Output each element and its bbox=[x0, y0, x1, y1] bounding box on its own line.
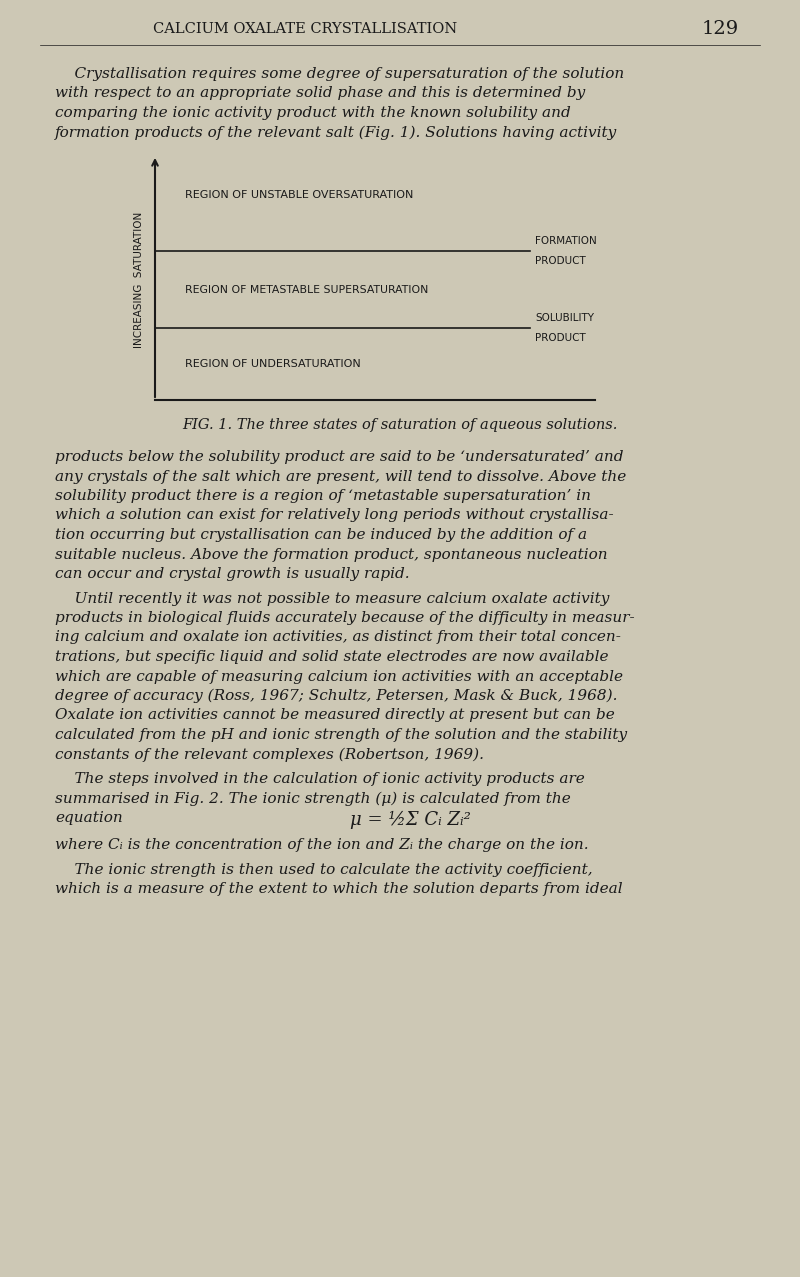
Text: which is a measure of the extent to which the solution departs from ideal: which is a measure of the extent to whic… bbox=[55, 882, 622, 896]
Text: PRODUCT: PRODUCT bbox=[535, 333, 586, 344]
Text: calculated from the pH and ionic strength of the solution and the stability: calculated from the pH and ionic strengt… bbox=[55, 728, 627, 742]
Text: formation products of the relevant salt (Fig. 1). Solutions having activity: formation products of the relevant salt … bbox=[55, 125, 618, 140]
Text: products below the solubility product are said to be ‘undersaturated’ and: products below the solubility product ar… bbox=[55, 450, 623, 464]
Text: with respect to an appropriate solid phase and this is determined by: with respect to an appropriate solid pha… bbox=[55, 87, 586, 101]
Text: REGION OF UNSTABLE OVERSATURATION: REGION OF UNSTABLE OVERSATURATION bbox=[185, 190, 414, 200]
Text: FORMATION: FORMATION bbox=[535, 236, 597, 246]
Text: any crystals of the salt which are present, will tend to dissolve. Above the: any crystals of the salt which are prese… bbox=[55, 470, 626, 484]
Text: Crystallisation requires some degree of supersaturation of the solution: Crystallisation requires some degree of … bbox=[55, 66, 624, 80]
Text: μ = ½Σ Cᵢ Zᵢ²: μ = ½Σ Cᵢ Zᵢ² bbox=[350, 811, 470, 829]
Text: The ionic strength is then used to calculate the activity coefficient,: The ionic strength is then used to calcu… bbox=[55, 863, 593, 877]
Text: Until recently it was not possible to measure calcium oxalate activity: Until recently it was not possible to me… bbox=[55, 591, 610, 605]
Text: trations, but specific liquid and solid state electrodes are now available: trations, but specific liquid and solid … bbox=[55, 650, 609, 664]
Text: where Cᵢ is the concentration of the ion and Zᵢ the charge on the ion.: where Cᵢ is the concentration of the ion… bbox=[55, 839, 589, 853]
Text: The steps involved in the calculation of ionic activity products are: The steps involved in the calculation of… bbox=[55, 773, 585, 787]
Text: ing calcium and oxalate ion activities, as distinct from their total concen-: ing calcium and oxalate ion activities, … bbox=[55, 631, 621, 645]
Text: degree of accuracy (Ross, 1967; Schultz, Petersen, Mask & Buck, 1968).: degree of accuracy (Ross, 1967; Schultz,… bbox=[55, 690, 618, 704]
Text: which a solution can exist for relatively long periods without crystallisa-: which a solution can exist for relativel… bbox=[55, 508, 614, 522]
Text: SOLUBILITY: SOLUBILITY bbox=[535, 313, 594, 323]
Text: suitable nucleus. Above the formation product, spontaneous nucleation: suitable nucleus. Above the formation pr… bbox=[55, 548, 608, 562]
Text: INCREASING  SATURATION: INCREASING SATURATION bbox=[134, 212, 144, 349]
Text: CALCIUM OXALATE CRYSTALLISATION: CALCIUM OXALATE CRYSTALLISATION bbox=[153, 22, 457, 36]
Text: which are capable of measuring calcium ion activities with an acceptable: which are capable of measuring calcium i… bbox=[55, 669, 623, 683]
Text: FIG. 1. The three states of saturation of aqueous solutions.: FIG. 1. The three states of saturation o… bbox=[182, 418, 618, 432]
Text: can occur and crystal growth is usually rapid.: can occur and crystal growth is usually … bbox=[55, 567, 410, 581]
Text: solubility product there is a region of ‘metastable supersaturation’ in: solubility product there is a region of … bbox=[55, 489, 591, 503]
Text: tion occurring but crystallisation can be induced by the addition of a: tion occurring but crystallisation can b… bbox=[55, 527, 587, 541]
Text: comparing the ionic activity product with the known solubility and: comparing the ionic activity product wit… bbox=[55, 106, 570, 120]
Text: constants of the relevant complexes (Robertson, 1969).: constants of the relevant complexes (Rob… bbox=[55, 747, 484, 762]
Text: products in biological fluids accurately because of the difficulty in measur-: products in biological fluids accurately… bbox=[55, 610, 634, 624]
Text: REGION OF METASTABLE SUPERSATURATION: REGION OF METASTABLE SUPERSATURATION bbox=[185, 285, 428, 295]
Text: equation: equation bbox=[55, 811, 122, 825]
Text: 129: 129 bbox=[702, 20, 738, 38]
Text: summarised in Fig. 2. The ionic strength (μ) is calculated from the: summarised in Fig. 2. The ionic strength… bbox=[55, 792, 570, 806]
Text: Oxalate ion activities cannot be measured directly at present but can be: Oxalate ion activities cannot be measure… bbox=[55, 709, 614, 723]
Text: PRODUCT: PRODUCT bbox=[535, 257, 586, 266]
Text: REGION OF UNDERSATURATION: REGION OF UNDERSATURATION bbox=[185, 359, 361, 369]
